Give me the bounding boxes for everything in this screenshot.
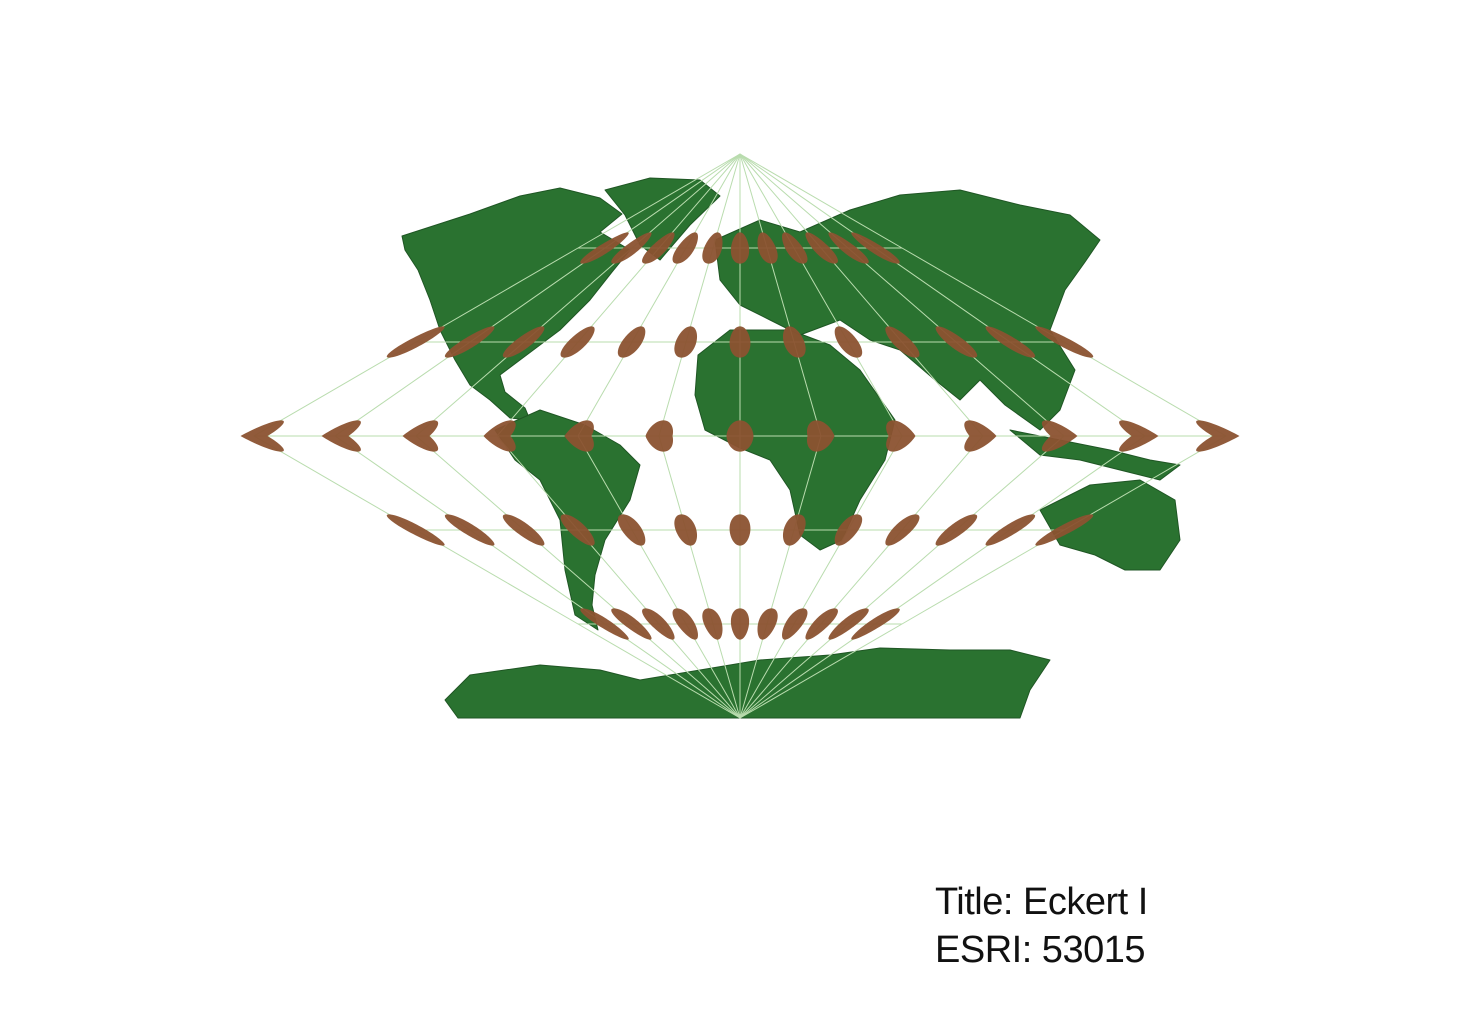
tissot-indicatrix	[702, 608, 723, 640]
tissot-indicatrix	[321, 420, 361, 452]
tissot-indicatrix	[935, 514, 978, 546]
tissot-indicatrix	[240, 420, 284, 452]
tissot-indicatrix	[483, 420, 516, 452]
tissot-indicatrix	[1035, 326, 1094, 358]
tissot-indicatrix	[828, 232, 869, 264]
tissot-indicatrix	[782, 608, 808, 640]
tissot-indicatrix	[672, 232, 698, 264]
tissot-indicatrix	[828, 608, 869, 640]
tissot-indicatrix	[402, 420, 439, 452]
tissot-indicatrix-layer	[240, 232, 1240, 640]
tissot-indicatrix	[560, 514, 595, 546]
tissot-indicatrix	[806, 420, 835, 452]
tissot-indicatrix	[851, 608, 900, 640]
tissot-indicatrix	[730, 232, 750, 264]
tissot-indicatrix	[580, 608, 629, 640]
tissot-indicatrix	[985, 514, 1036, 546]
australia-landmass	[1039, 479, 1181, 571]
tissot-indicatrix	[805, 232, 838, 264]
north-america-landmass	[401, 187, 631, 421]
tissot-indicatrix	[674, 514, 698, 546]
tissot-indicatrix	[672, 608, 698, 640]
tissot-indicatrix	[702, 232, 723, 264]
map-caption: Title: Eckert I ESRI: 53015	[935, 878, 1148, 974]
tissot-indicatrix	[805, 608, 838, 640]
tissot-indicatrix	[617, 514, 646, 546]
greenland-landmass	[604, 177, 721, 261]
tissot-indicatrix	[834, 326, 863, 358]
projection-title: Title: Eckert I	[935, 881, 1148, 923]
tissot-indicatrix	[1119, 420, 1159, 452]
tissot-indicatrix	[935, 326, 978, 358]
tissot-indicatrix	[611, 232, 652, 264]
tissot-indicatrix	[886, 420, 916, 452]
tissot-indicatrix	[726, 420, 754, 452]
tissot-indicatrix	[757, 232, 778, 264]
tissot-indicatrix	[782, 232, 808, 264]
tissot-indicatrix	[757, 608, 778, 640]
tissot-indicatrix	[851, 232, 900, 264]
tissot-indicatrix	[580, 232, 629, 264]
tissot-indicatrix	[444, 514, 495, 546]
tissot-indicatrix	[617, 326, 646, 358]
tissot-indicatrix	[645, 420, 674, 452]
tissot-indicatrix	[782, 326, 806, 358]
tissot-indicatrix	[1041, 420, 1078, 452]
tissot-indicatrix	[386, 514, 445, 546]
eurasia-landmass	[714, 189, 1101, 431]
tissot-indicatrix	[964, 420, 997, 452]
tissot-indicatrix	[674, 326, 698, 358]
tissot-indicatrix	[564, 420, 594, 452]
tissot-indicatrix	[642, 232, 675, 264]
tissot-indicatrix	[729, 514, 751, 546]
esri-code: ESRI: 53015	[935, 929, 1145, 971]
tissot-indicatrix	[1196, 420, 1240, 452]
tissot-indicatrix	[834, 514, 863, 546]
tissot-indicatrix	[560, 326, 595, 358]
land-layer	[401, 177, 1181, 719]
tissot-indicatrix	[729, 326, 751, 358]
tissot-indicatrix	[782, 514, 806, 546]
tissot-indicatrix	[1035, 514, 1094, 546]
tissot-indicatrix	[730, 608, 750, 640]
tissot-indicatrix	[502, 514, 545, 546]
antarctica-landmass	[444, 647, 1051, 719]
tissot-indicatrix	[611, 608, 652, 640]
tissot-indicatrix	[444, 326, 495, 358]
tissot-indicatrix	[885, 514, 920, 546]
tissot-indicatrix	[885, 326, 920, 358]
tissot-indicatrix	[502, 326, 545, 358]
tissot-indicatrix	[985, 326, 1036, 358]
tissot-indicatrix	[642, 608, 675, 640]
tissot-indicatrix	[386, 326, 445, 358]
